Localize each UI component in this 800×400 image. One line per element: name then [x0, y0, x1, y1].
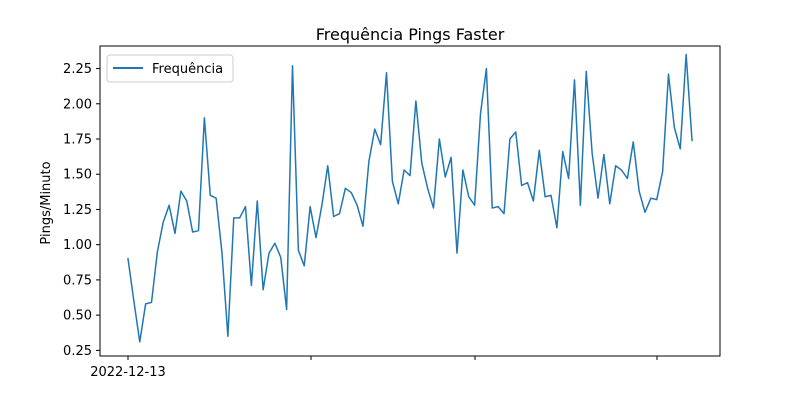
x-tick-label: 2022-12-13: [90, 365, 166, 380]
legend-frame: [106, 54, 234, 83]
axes: 0.25 0.50 0.75 1.00 1.25 1.50 1.75 2.00 2.25 2022…: [63, 45, 721, 380]
chart-title: Frequência Pings Faster: [316, 25, 505, 44]
y-tick-label: 1.25: [63, 203, 92, 218]
y-tick-label: 0.25: [63, 344, 92, 359]
y-tick-label: 2.25: [63, 62, 92, 77]
legend-label-frequencia: Frequência: [152, 62, 223, 77]
axes-frame: [99, 45, 721, 357]
y-tick-label: 1.75: [63, 133, 92, 148]
y-tick-label: 0.50: [63, 309, 92, 324]
y-tick-label: 1.50: [63, 168, 92, 183]
series-line-frequencia: [127, 53, 693, 343]
y-axis-label: Pings/Minuto: [39, 161, 54, 244]
y-tick-label: 2.00: [63, 97, 92, 112]
y-tick-label: 0.75: [63, 273, 92, 288]
legend: Frequência: [106, 54, 234, 83]
y-tick-label: 1.00: [63, 238, 92, 253]
plot-area: [127, 53, 693, 343]
